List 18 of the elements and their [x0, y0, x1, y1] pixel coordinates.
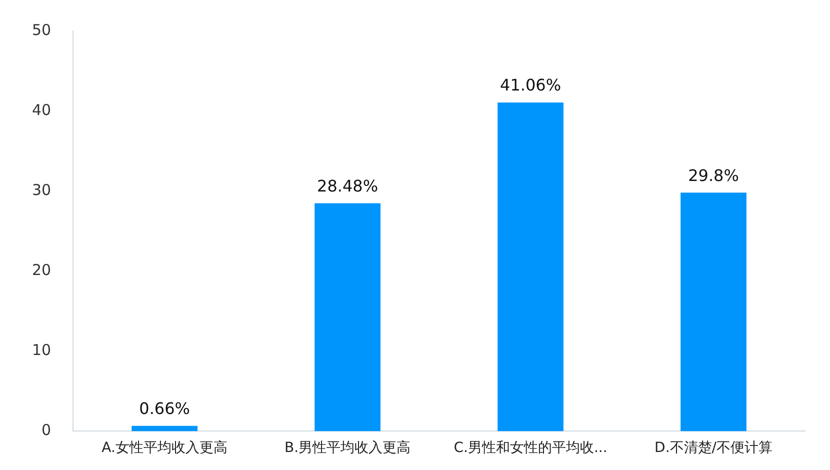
x-tick-label: C.男性和女性的平均收...: [454, 440, 608, 456]
data-label: 0.66%: [139, 399, 190, 418]
y-tick-label: 40: [32, 100, 52, 119]
bar: [498, 102, 564, 432]
y-tick-label: 0: [42, 421, 52, 440]
y-tick-label: 10: [32, 341, 52, 360]
x-tick-label: D.不清楚/不便计算: [654, 440, 772, 456]
y-tick-label: 30: [32, 180, 52, 199]
data-label: 29.8%: [688, 166, 739, 185]
data-label: 28.48%: [317, 176, 378, 196]
x-tick-label: B.男性平均收入更高: [284, 440, 411, 456]
data-label: 41.06%: [500, 76, 562, 95]
bar: [132, 426, 198, 432]
y-tick-label: 20: [32, 261, 52, 280]
bar: [314, 203, 380, 432]
bar: [680, 192, 746, 432]
x-tick-label: A.女性平均收入更高: [102, 440, 228, 456]
y-tick-label: 50: [32, 20, 52, 39]
